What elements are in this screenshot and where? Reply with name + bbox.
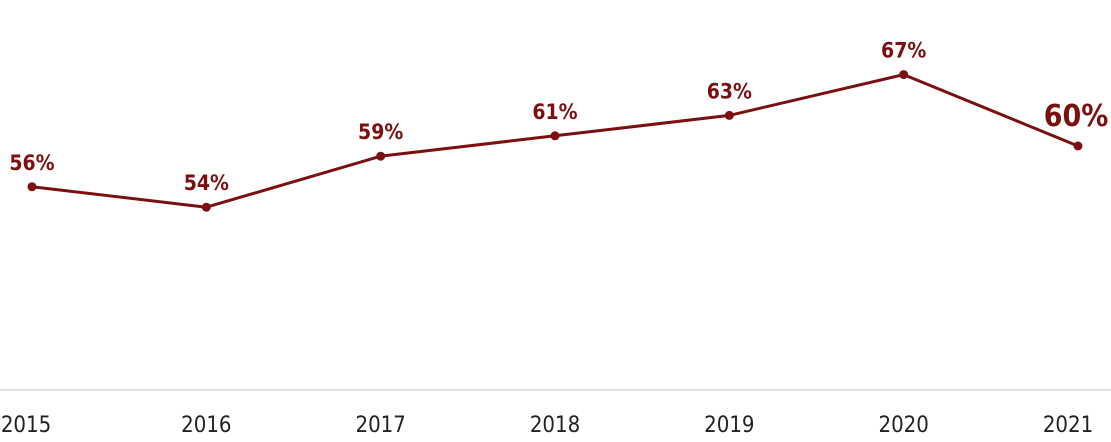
data-point <box>376 151 386 161</box>
data-point <box>27 182 37 192</box>
x-axis-ticks: 2015 2016 2017 2018 2019 2020 2021 <box>1 413 1093 438</box>
data-point <box>724 110 734 120</box>
x-tick-label: 2017 <box>355 413 405 438</box>
data-label: 67% <box>881 39 926 63</box>
data-label: 59% <box>358 120 403 144</box>
data-point <box>1073 141 1083 151</box>
x-tick-label: 2020 <box>878 413 928 438</box>
data-label: 54% <box>184 171 229 195</box>
data-label: 63% <box>707 79 752 103</box>
x-tick-label: 2015 <box>1 413 51 438</box>
data-point <box>899 70 909 80</box>
x-tick-label: 2021 <box>1043 413 1093 438</box>
data-point <box>201 202 211 212</box>
x-tick-label: 2018 <box>530 413 580 438</box>
x-tick-label: 2019 <box>704 413 754 438</box>
data-label: 61% <box>532 100 577 124</box>
data-label: 60% <box>1044 99 1109 134</box>
data-point <box>550 131 560 141</box>
series-layer: 56% 54% 59% 61% 63% 67% 60% <box>9 39 1108 212</box>
data-label: 56% <box>9 151 54 175</box>
x-tick-label: 2016 <box>181 413 231 438</box>
